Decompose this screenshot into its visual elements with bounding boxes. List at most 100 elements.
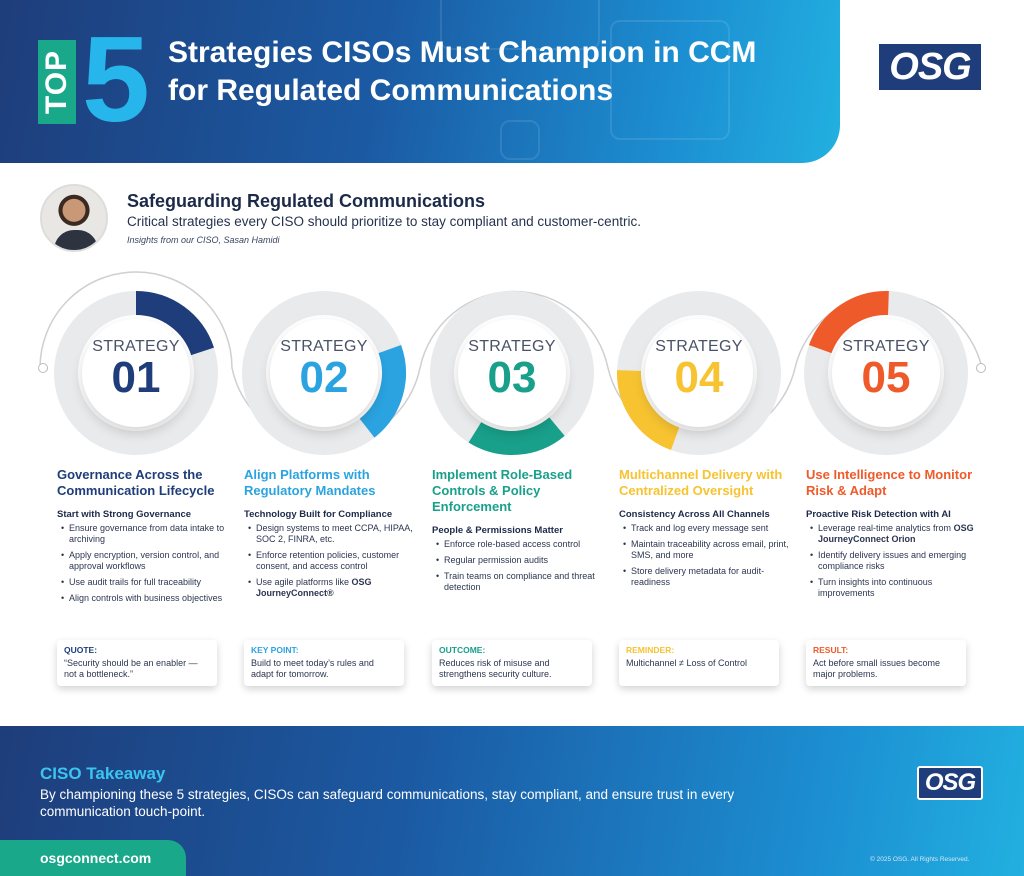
dial-ring — [804, 291, 968, 455]
note-text: Multichannel ≠ Loss of Control — [626, 658, 747, 668]
intro-subtitle: Critical strategies every CISO should pr… — [127, 214, 641, 229]
header-banner: TOP 5 Strategies CISOs Must Champion in … — [0, 0, 840, 163]
takeaway-title: CISO Takeaway — [40, 764, 166, 783]
intro-title: Safeguarding Regulated Communications — [127, 191, 486, 211]
strategy-number: 05 — [861, 353, 911, 402]
bullet-item: Identify delivery issues and emerging co… — [806, 550, 976, 572]
note-card-outcome: OUTCOME: Reduces risk of misuse and stre… — [432, 640, 592, 686]
note-card-quote: QUOTE: “Security should be an enabler — … — [57, 640, 217, 686]
note-card-reminder: REMINDER: Multichannel ≠ Loss of Control — [619, 640, 779, 686]
dial-face: STRATEGY 04 — [645, 319, 753, 427]
bullet-item: Maintain traceability across email, prin… — [619, 539, 789, 561]
strategy-number: 04 — [674, 353, 724, 402]
bullet-item: Turn insights into continuous improvemen… — [806, 577, 976, 599]
strategy-bullets: Ensure governance from data intake to ar… — [57, 523, 227, 604]
intro-credit: Insights from our CISO, Sasan Hamidi — [127, 235, 280, 245]
decor-shape — [610, 20, 730, 140]
note-card-result: RESULT: Act before small issues become m… — [806, 640, 966, 686]
strategy-dial-05: STRATEGY 05 — [800, 287, 972, 459]
strategy-dial-03: STRATEGY 03 — [426, 287, 598, 459]
strategy-title: Multichannel Delivery with Centralized O… — [619, 467, 783, 498]
strategy-number: 03 — [487, 353, 537, 402]
product-name-link[interactable]: OSG JourneyConnect® — [256, 577, 372, 598]
strategy-bullets: Leverage real-time analytics from OSG Jo… — [806, 523, 976, 599]
bullet-item: Store delivery metadata for audit-readin… — [619, 566, 789, 588]
copyright-text: © 2025 OSG. All Rights Reserved. — [870, 856, 970, 863]
strategy-bullets: Track and log every message sent Maintai… — [619, 523, 789, 588]
note-title: RESULT: — [813, 645, 849, 655]
strategy-title: Use Intelligence to Monitor Risk & Adapt — [806, 467, 973, 498]
strategy-label: STRATEGY — [842, 338, 930, 355]
osg-logo-text: OSG — [876, 41, 984, 93]
strategy-column-05: Use Intelligence to Monitor Risk & Adapt… — [806, 467, 976, 604]
bullet-item: Regular permission audits — [432, 555, 602, 566]
strategy-dial-02: STRATEGY 02 — [238, 287, 410, 459]
note-card-key-point: KEY POINT: Build to meet today’s rules a… — [244, 640, 404, 686]
strategy-dial-01: STRATEGY 01 — [50, 287, 222, 459]
bullet-item: Enforce retention policies, customer con… — [244, 550, 414, 572]
bullet-item: Train teams on compliance and threat det… — [432, 571, 602, 593]
osg-logo-footer[interactable]: OSG — [917, 766, 983, 800]
note-text: “Security should be an enabler — not a b… — [64, 658, 198, 679]
bullet-item: Align controls with business objectives — [57, 593, 227, 604]
bullet-item: Ensure governance from data intake to ar… — [57, 523, 227, 545]
note-title: OUTCOME: — [439, 645, 486, 655]
dial-progress-arc — [468, 417, 565, 455]
bullet-item: Leverage real-time analytics from OSG Jo… — [806, 523, 976, 545]
strategy-subhead: Technology Built for Compliance — [244, 509, 393, 520]
bullet-item: Use agile platforms like OSG JourneyConn… — [244, 577, 414, 599]
dial-face: STRATEGY 01 — [82, 319, 190, 427]
bullet-item: Use audit trails for full traceability — [57, 577, 227, 588]
top-badge: TOP — [38, 40, 76, 124]
bullet-item: Design systems to meet CCPA, HIPAA, SOC … — [244, 523, 414, 545]
top-number: 5 — [82, 11, 150, 147]
note-title: KEY POINT: — [251, 645, 299, 655]
bullet-text: Use agile platforms like — [256, 577, 352, 587]
note-text: Build to meet today’s rules and adapt fo… — [251, 658, 374, 679]
dial-progress-arc — [617, 370, 680, 451]
dial-ring — [617, 291, 781, 455]
note-title: REMINDER: — [626, 645, 675, 655]
strategy-label: STRATEGY — [468, 338, 556, 355]
dial-progress-arc — [808, 291, 889, 354]
osg-logo[interactable]: OSG — [876, 41, 984, 93]
strategy-subhead: Proactive Risk Detection with AI — [806, 509, 951, 520]
strategy-title: Governance Across the Communication Life… — [57, 467, 215, 498]
strategy-number: 02 — [299, 353, 349, 402]
strategy-subhead: Start with Strong Governance — [57, 509, 192, 520]
strategy-label: STRATEGY — [280, 338, 368, 355]
osg-logo-text: OSG — [917, 766, 983, 800]
decor-shape — [500, 120, 540, 160]
dial-progress-arc — [359, 344, 406, 438]
avatar-suit — [54, 230, 98, 250]
decor-shape — [440, 0, 600, 50]
dial-ring — [430, 291, 594, 455]
bullet-item: Apply encryption, version control, and a… — [57, 550, 227, 572]
dial-progress-arc — [135, 291, 214, 356]
page-title: Strategies CISOs Must Champion in CCM fo… — [168, 36, 757, 107]
strategy-column-04: Multichannel Delivery with Centralized O… — [619, 467, 789, 593]
strategy-title: Align Platforms with Regulatory Mandates — [244, 467, 376, 498]
strategy-subhead: Consistency Across All Channels — [619, 509, 770, 520]
bullet-item: Enforce role-based access control — [432, 539, 602, 550]
strategy-label: STRATEGY — [92, 338, 180, 355]
strategy-subhead: People & Permissions Matter — [432, 525, 563, 536]
product-name-link[interactable]: OSG JourneyConnect Orion — [818, 523, 974, 544]
bullet-text: Leverage real-time analytics from — [818, 523, 954, 533]
strategy-bullets: Enforce role-based access control Regula… — [432, 539, 602, 593]
timeline-start-dot — [38, 363, 48, 373]
strategy-column-01: Governance Across the Communication Life… — [57, 467, 227, 609]
strategy-column-03: Implement Role-Based Controls & Policy E… — [432, 467, 602, 598]
takeaway-text: By championing these 5 strategies, CISOs… — [40, 787, 735, 819]
ciso-avatar — [40, 184, 108, 252]
strategy-dial-04: STRATEGY 04 — [613, 287, 785, 459]
dial-ring — [242, 291, 406, 455]
top-badge-text: TOP — [40, 49, 74, 115]
note-title: QUOTE: — [64, 645, 98, 655]
website-link[interactable]: osgconnect.com — [0, 840, 186, 876]
note-text: Act before small issues become major pro… — [813, 658, 941, 679]
timeline-end-dot — [976, 363, 986, 373]
strategy-column-02: Align Platforms with Regulatory Mandates… — [244, 467, 414, 604]
strategy-title: Implement Role-Based Controls & Policy E… — [432, 467, 573, 514]
bullet-item: Track and log every message sent — [619, 523, 789, 534]
